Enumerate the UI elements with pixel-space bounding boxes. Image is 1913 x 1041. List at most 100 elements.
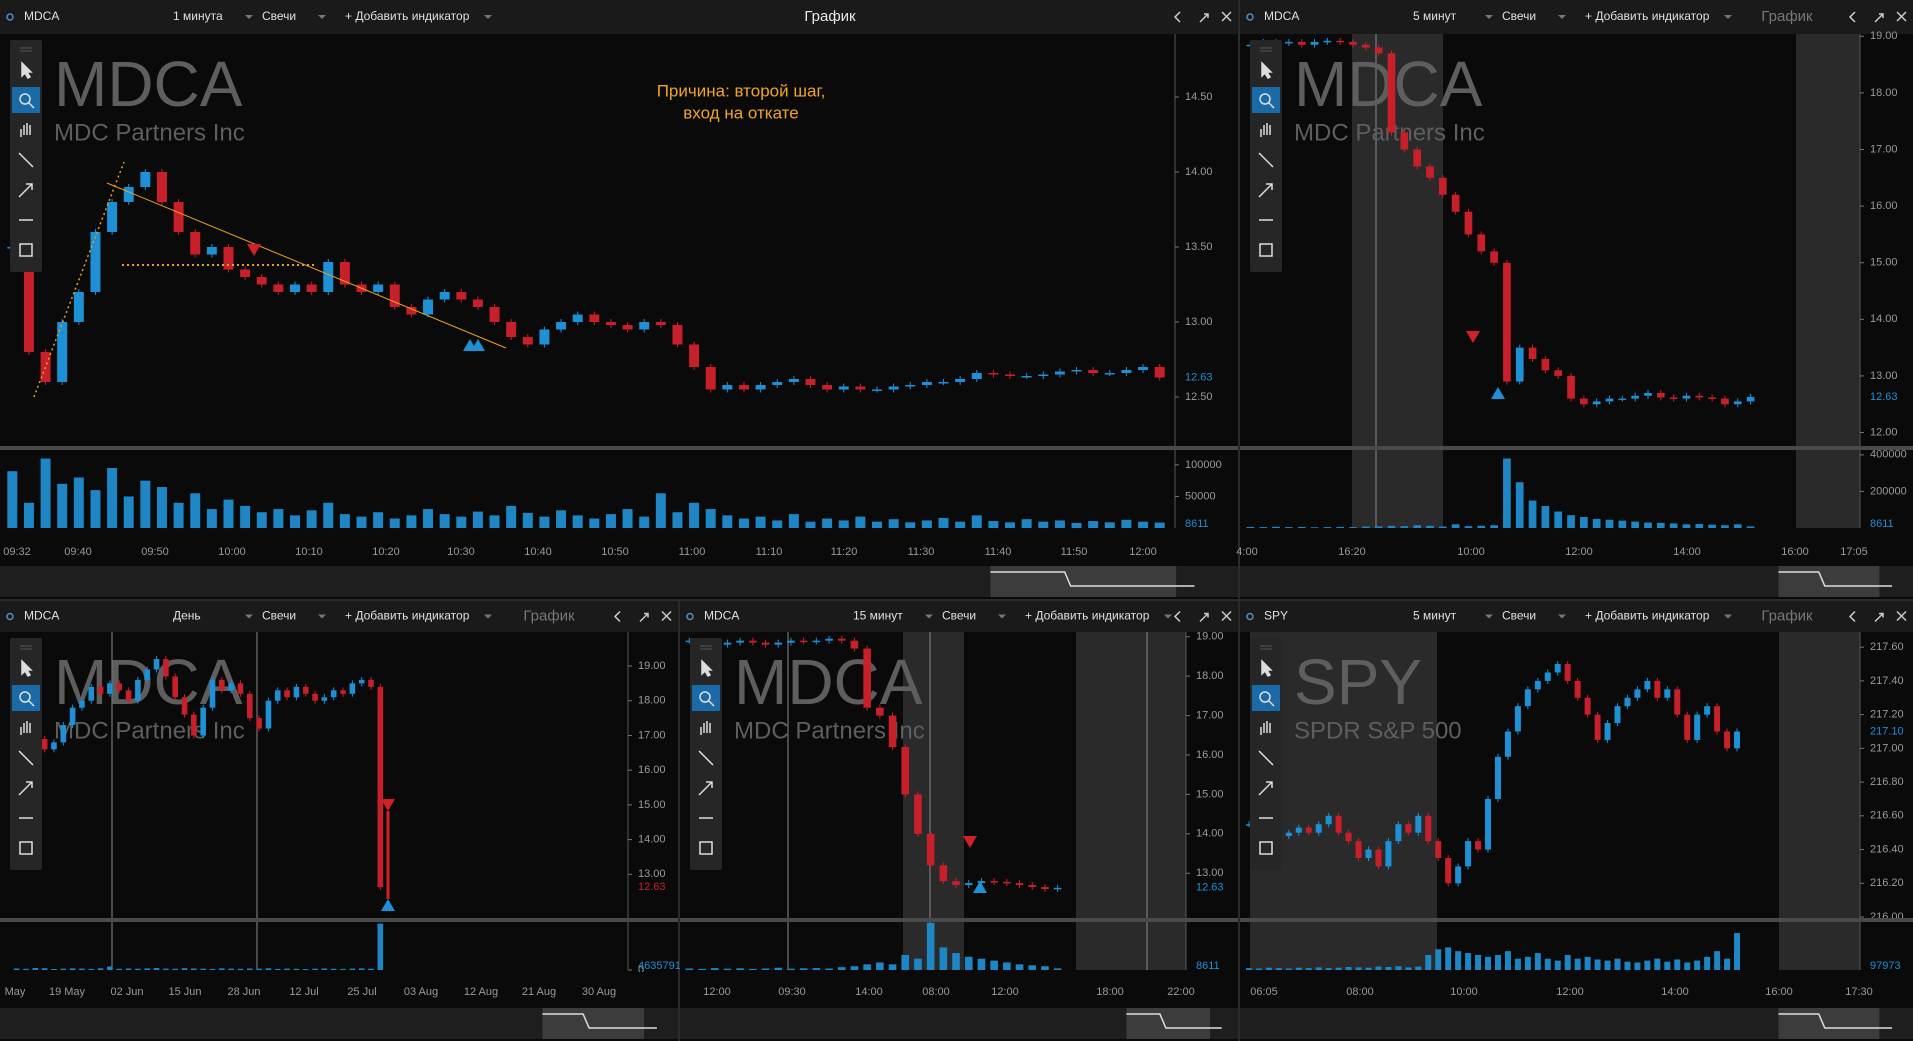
drawing-tool[interactable]	[699, 841, 713, 855]
volume-bar	[209, 968, 216, 970]
add-indicator-button[interactable]: + Добавить индикатор	[1025, 609, 1150, 623]
drawing-tool[interactable]	[700, 721, 711, 735]
volume-bar	[69, 968, 76, 970]
volume-bar	[274, 968, 281, 970]
interval-dropdown[interactable]: День	[173, 609, 201, 623]
collapse-button[interactable]	[1173, 610, 1181, 623]
chart-style-dropdown[interactable]: Свечи	[1502, 609, 1536, 623]
interval-dropdown[interactable]: 1 минута	[173, 9, 223, 23]
drawing-tool[interactable]	[1260, 721, 1271, 735]
volume-bar	[1053, 968, 1062, 970]
drawing-tool[interactable]	[698, 781, 713, 796]
volume-bar	[774, 967, 783, 970]
candle-body	[163, 659, 169, 677]
drawing-tool[interactable]	[20, 123, 31, 137]
interval-dropdown[interactable]: 5 минут	[1413, 9, 1457, 23]
collapse-button[interactable]	[1848, 11, 1856, 23]
add-indicator-button[interactable]: + Добавить индикатор	[345, 9, 470, 23]
navigator-window[interactable]	[1778, 566, 1880, 597]
drawing-tool[interactable]	[18, 781, 33, 796]
drawing-tool[interactable]	[19, 243, 33, 257]
drawing-tool[interactable]	[1261, 61, 1273, 79]
interval-dropdown[interactable]: 5 минут	[1413, 609, 1457, 623]
candle-body	[1704, 706, 1711, 715]
chart-style-dropdown[interactable]: Свечи	[262, 609, 296, 623]
drawing-tool[interactable]	[1261, 659, 1273, 677]
drawing-tool[interactable]	[18, 750, 34, 766]
symbol-field[interactable]: MDCA	[704, 609, 739, 623]
maximize-button[interactable]	[1199, 612, 1209, 623]
navigator-window[interactable]	[542, 1008, 645, 1039]
candle-body	[321, 697, 328, 701]
drawing-tool[interactable]	[20, 721, 31, 735]
drawing-tool[interactable]	[18, 152, 34, 168]
maximize-button[interactable]	[1874, 612, 1884, 623]
drawing-tool[interactable]	[1259, 243, 1273, 257]
drawing-tool[interactable]	[699, 691, 715, 707]
drawing-tool[interactable]	[1258, 781, 1273, 796]
y-tick-label: 217.00	[1870, 742, 1904, 754]
collapse-button[interactable]	[1173, 11, 1181, 23]
navigator-window[interactable]	[990, 566, 1177, 597]
drawing-tool[interactable]	[701, 659, 713, 677]
drawing-tool[interactable]	[19, 691, 35, 707]
volume-bar	[1631, 521, 1640, 528]
maximize-button[interactable]	[1199, 13, 1209, 23]
collapse-button[interactable]	[1848, 610, 1856, 623]
volume-tick-label: 400000	[1870, 449, 1907, 461]
add-indicator-button[interactable]: + Добавить индикатор	[1585, 609, 1710, 623]
drawing-tool[interactable]	[1258, 183, 1273, 198]
candle-body	[219, 679, 225, 691]
drawing-tool[interactable]	[1260, 123, 1271, 137]
x-tick-label: 16:00	[1781, 546, 1809, 558]
add-indicator-button[interactable]: + Добавить индикатор	[1585, 9, 1710, 23]
drawing-tool[interactable]	[21, 61, 33, 79]
last-volume-label: 97973	[1870, 960, 1901, 972]
dropdown-arrow	[998, 614, 1006, 619]
candle-body	[971, 373, 982, 379]
volume-bar	[838, 520, 849, 528]
drawing-tool[interactable]	[698, 750, 714, 766]
chart-style-dropdown[interactable]: Свечи	[1502, 9, 1536, 23]
chart-style-dropdown[interactable]: Свечи	[262, 9, 296, 23]
close-button[interactable]	[1221, 11, 1232, 22]
buy-marker	[973, 881, 987, 893]
drawing-tool[interactable]	[1259, 93, 1275, 109]
drawing-tool[interactable]	[1259, 841, 1273, 855]
symbol-field[interactable]: MDCA	[24, 9, 59, 23]
symbol-field[interactable]: MDCA	[24, 609, 59, 623]
y-tick-label: 13.00	[1196, 867, 1224, 879]
x-tick-label: 22:00	[1167, 986, 1195, 998]
symbol-field[interactable]: MDCA	[1264, 9, 1299, 23]
volume-bar	[1503, 458, 1511, 528]
symbol-field[interactable]: SPY	[1264, 609, 1288, 623]
drawing-tool[interactable]	[19, 841, 33, 855]
chart-style-dropdown[interactable]: Свечи	[942, 609, 976, 623]
close-button[interactable]	[1896, 610, 1907, 622]
candle-body	[306, 284, 317, 292]
navigator-window[interactable]	[1778, 1008, 1880, 1039]
maximize-button[interactable]	[1874, 13, 1884, 23]
tool-selected	[12, 685, 40, 711]
navigator-window[interactable]	[1126, 1008, 1211, 1039]
candle-body	[73, 292, 84, 322]
volume-bar	[1524, 956, 1531, 970]
volume-bar	[698, 968, 706, 970]
maximize-button[interactable]	[639, 612, 649, 623]
drawing-tool[interactable]	[1259, 691, 1275, 707]
collapse-button[interactable]	[613, 610, 621, 623]
drawing-tool[interactable]	[21, 659, 33, 677]
drawing-tool[interactable]	[18, 183, 33, 198]
drawing-tool[interactable]	[19, 93, 35, 109]
last-volume-label: 8611	[1870, 518, 1894, 530]
add-indicator-button[interactable]: + Добавить индикатор	[345, 609, 470, 623]
drawing-tool[interactable]	[1258, 750, 1274, 766]
volume-bar	[1361, 526, 1370, 528]
volume-bar	[1534, 953, 1541, 970]
close-button[interactable]	[1896, 11, 1907, 22]
close-button[interactable]	[661, 610, 672, 622]
close-button[interactable]	[1221, 610, 1232, 622]
interval-dropdown[interactable]: 15 минут	[853, 609, 903, 623]
drawing-tool[interactable]	[1258, 152, 1274, 168]
